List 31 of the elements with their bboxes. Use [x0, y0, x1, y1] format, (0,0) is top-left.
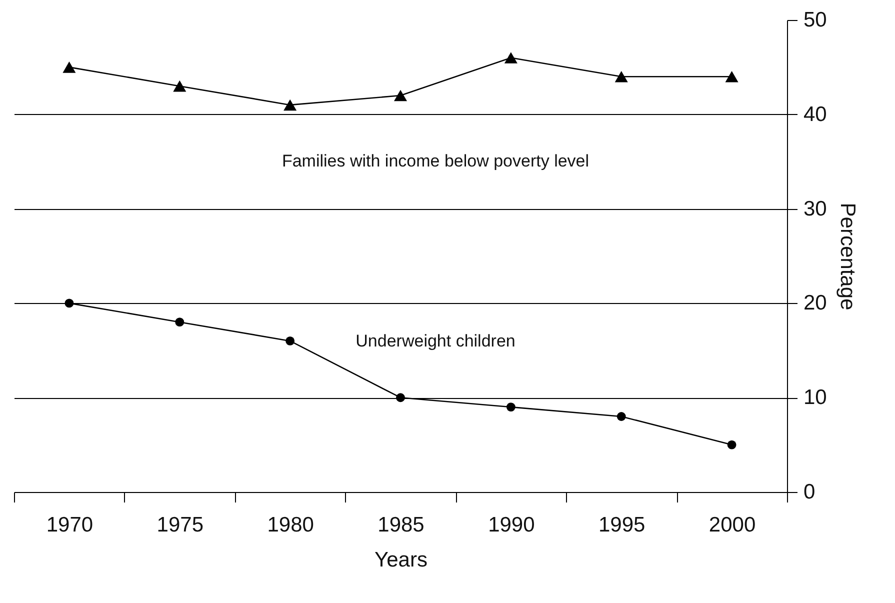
x-tick-label: 1995 — [598, 514, 646, 536]
y-tick-label: 30 — [804, 197, 827, 220]
y-tick-label: 40 — [804, 102, 827, 126]
point — [727, 440, 736, 450]
y-tick-label: 0 — [804, 480, 816, 504]
x-axis-title: Years — [374, 548, 428, 572]
point — [62, 62, 76, 73]
x-tick-label: 1975 — [156, 514, 204, 536]
x-tick-label: 1970 — [46, 514, 94, 536]
point — [725, 70, 738, 82]
point — [394, 90, 408, 102]
point — [64, 298, 74, 308]
text: Families with income below poverty level — [282, 152, 590, 171]
point — [284, 99, 297, 111]
x-tick-label: 1985 — [378, 514, 424, 536]
point — [504, 52, 518, 64]
point — [173, 80, 186, 92]
y-tick-label: 20 — [804, 292, 827, 315]
point — [396, 393, 405, 402]
point — [616, 412, 626, 421]
x-tick-label: 1980 — [267, 514, 314, 536]
point — [506, 402, 516, 412]
point — [286, 336, 295, 346]
x-tick-label: 2000 — [708, 514, 756, 536]
point — [614, 70, 628, 82]
y-tick-label: 50 — [804, 8, 827, 32]
y-axis-title: Percentage — [836, 202, 859, 310]
y-tick-label: 10 — [804, 386, 827, 410]
point — [175, 318, 184, 327]
series-label: Underweight children — [356, 332, 516, 351]
x-tick-label: 1990 — [488, 514, 535, 536]
